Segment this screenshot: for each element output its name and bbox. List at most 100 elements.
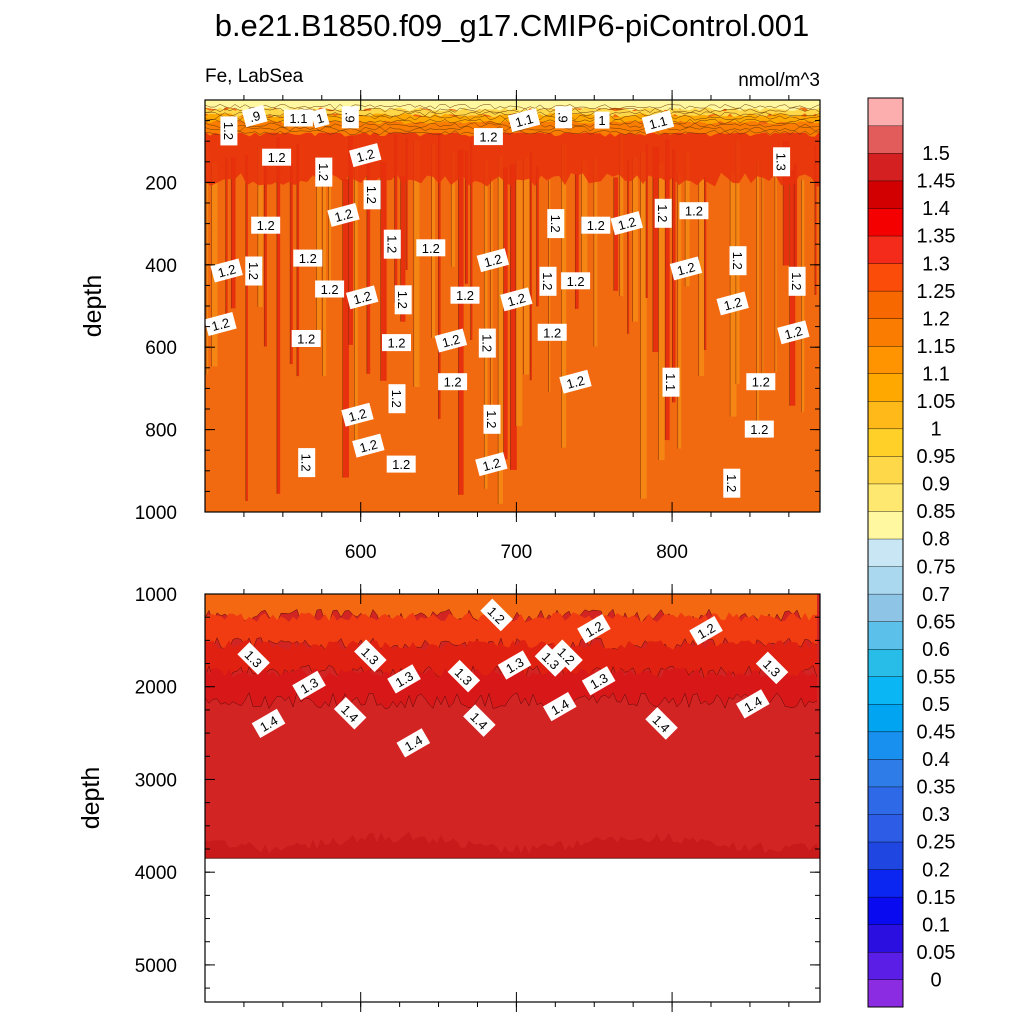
contour-label-box	[315, 157, 333, 187]
contour-label-text: 1.2	[730, 252, 745, 270]
lower-contour-line	[205, 691, 818, 710]
contour-label: 1	[310, 107, 330, 129]
contour-label-box	[292, 670, 326, 700]
contour-label: 1.2	[386, 455, 416, 473]
colorbar-swatch	[867, 97, 904, 127]
contour-label: 1.2	[416, 239, 446, 257]
x-tick-label: 800	[656, 542, 688, 563]
contour-label-box	[679, 202, 709, 220]
contour-label-box	[559, 369, 592, 394]
contour-label: 1.2	[382, 334, 411, 352]
contour-label-text: 1.2	[392, 457, 410, 472]
contour-label-text: 1.2	[655, 204, 670, 222]
upper-field-strip	[627, 159, 630, 334]
colorbar-label: 0.2	[922, 859, 950, 881]
colorbar-label: 0.7	[922, 584, 950, 606]
contour-label-box	[581, 666, 616, 696]
contour-label-box	[382, 334, 411, 352]
contour-label: 1.2	[654, 198, 672, 228]
contour-label-box	[438, 373, 468, 391]
contour-label: 1.2	[669, 256, 703, 281]
upper-field-strip	[394, 134, 398, 303]
lower-deep-layer	[205, 831, 820, 859]
contour-label-text: .9	[342, 112, 357, 123]
contour-label-text: 1.2	[355, 146, 376, 165]
upper-field-strip	[380, 162, 387, 381]
colorbar-label: 1.4	[922, 198, 950, 220]
colorbar-frame	[867, 97, 904, 1008]
colorbar-swatch	[867, 924, 904, 953]
plot-frame	[204, 593, 821, 1003]
contour-label-text: 1.1	[647, 113, 668, 132]
upper-field-strip	[575, 174, 579, 309]
upper-field-strip	[406, 137, 408, 270]
contour-label-text: 1.2	[333, 206, 354, 225]
upper-field-strip	[438, 133, 441, 419]
contour-label-box	[746, 373, 776, 391]
colorbar-label: 1.05	[917, 391, 956, 413]
upper-field-strip	[783, 141, 789, 266]
upper-red-band	[205, 132, 820, 187]
colorbar-swatch	[867, 455, 904, 485]
contour-label: 1.2	[298, 448, 316, 478]
upper-field-strip	[231, 157, 236, 309]
contour-label: 1.3	[773, 147, 791, 177]
lower-layer	[205, 594, 817, 626]
colorbar-label: 0.15	[917, 887, 956, 909]
contour-label-text: 1.2	[482, 251, 503, 270]
contour-label-text: 1.2	[246, 262, 261, 280]
contour-label: 1.4	[736, 689, 770, 719]
colorbar-swatch	[867, 400, 904, 430]
colorbar-swatch	[867, 428, 904, 457]
contour-label-text: 1.2	[548, 215, 563, 233]
contour-label-box	[416, 239, 446, 257]
contour-label-text: 1.2	[422, 241, 440, 256]
colorbar-swatch	[867, 345, 904, 374]
contour-label-box	[645, 707, 678, 740]
colorbar-swatch	[867, 979, 904, 1008]
colorbar-label: 0.65	[917, 611, 956, 633]
contour-label-box	[475, 452, 508, 477]
upper-field-strip	[490, 177, 493, 429]
contour-label: 1.2	[204, 312, 237, 336]
contour-label-box	[773, 147, 791, 177]
contour-label-text: 1.2	[440, 331, 461, 350]
colorbar-swatch	[867, 813, 904, 843]
contour-label-box	[689, 616, 723, 646]
contour-label: 1.4	[542, 692, 577, 722]
contour-label: 1.2	[581, 216, 611, 234]
contour-label: 1.2	[689, 616, 723, 646]
contour-label: 1.2	[251, 216, 281, 234]
colorbar-label: 1.25	[917, 281, 956, 303]
colorbar-swatch	[867, 510, 904, 540]
contour-label: 1.2	[537, 323, 567, 341]
upper-field-strip	[619, 134, 624, 297]
upper-field-strip	[225, 157, 228, 323]
colorbar-swatch	[867, 125, 904, 154]
colorbar-swatch	[867, 896, 904, 925]
colorbar-swatch	[867, 593, 904, 622]
contour-label-box	[483, 404, 501, 434]
upper-field-strip	[632, 157, 638, 322]
contour-label-text: 1.2	[387, 336, 405, 351]
contour-label-text: 1.1	[514, 111, 535, 130]
contour-label-box	[210, 258, 243, 283]
contour-label-box	[788, 266, 806, 296]
lower-axes: 1000 2000 3000 4000 5000	[135, 584, 821, 1012]
contour-label-box	[327, 202, 360, 227]
colorbar-label: 0.25	[917, 832, 956, 854]
y-tick-label: 800	[145, 421, 177, 442]
contour-label-text: 1.2	[395, 291, 410, 309]
contour-label: 1.2	[434, 328, 468, 353]
upper-field-strip	[400, 176, 406, 322]
upper-field-strip	[348, 134, 353, 345]
contour-label: 1.2	[476, 248, 510, 273]
contour-label: 1.3	[497, 650, 532, 680]
y-tick-label: 200	[145, 173, 177, 194]
contour-label: 1.2	[220, 116, 238, 146]
contour-label-text: 1.2	[384, 235, 399, 253]
upper-field-strip	[801, 179, 805, 413]
upper-field-strip	[761, 157, 764, 379]
contour-label-box	[463, 704, 496, 737]
contour-label-text: 1.2	[389, 390, 404, 408]
